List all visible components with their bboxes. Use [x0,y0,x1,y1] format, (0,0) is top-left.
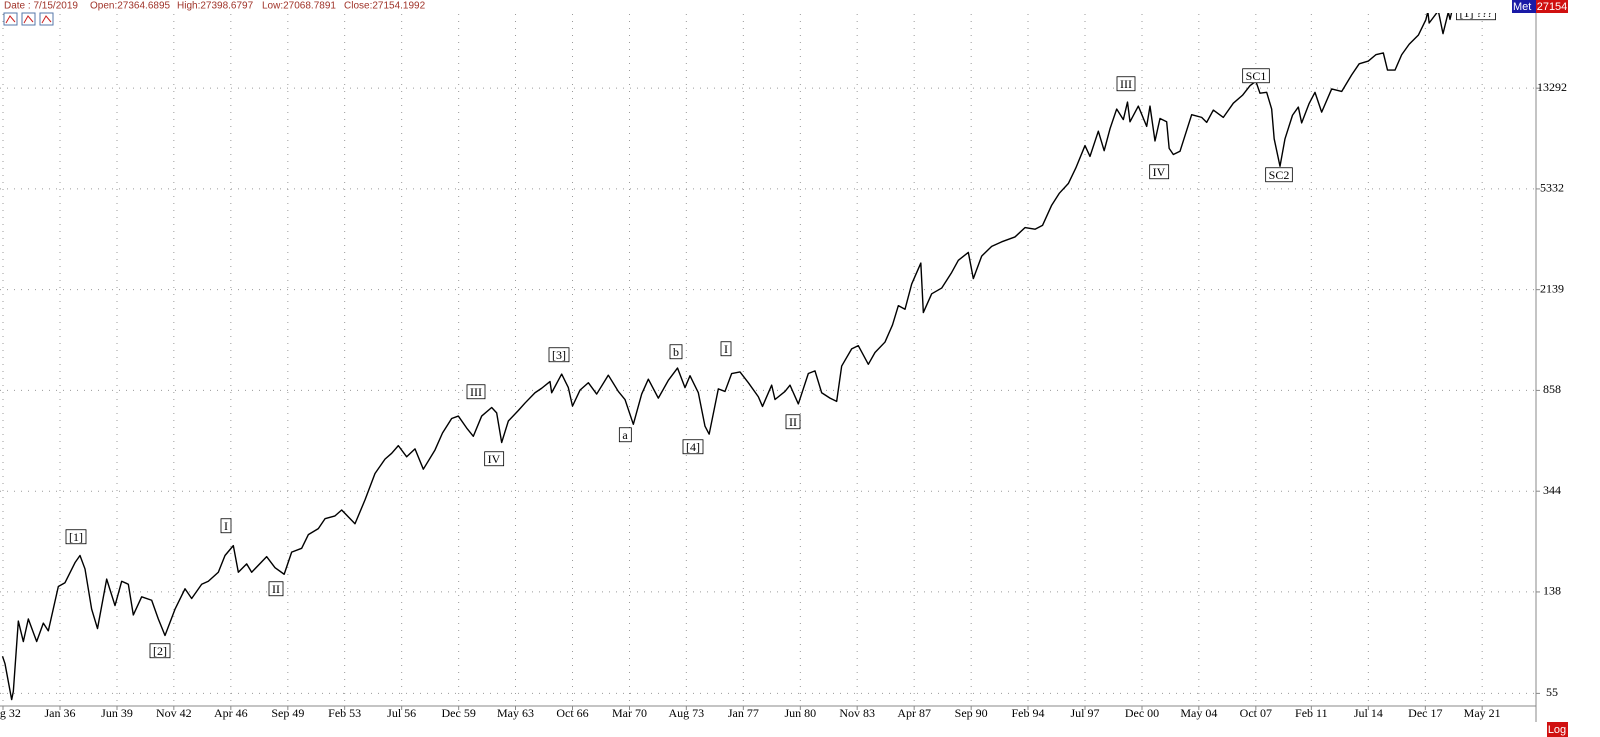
annotation: b [673,345,679,359]
x-tick-label: May 21 [1464,706,1501,720]
x-tick-label: Jul 97 [1070,706,1099,720]
annotation: III [470,385,482,399]
x-tick-label: Jul 14 [1354,706,1383,720]
annotation-box [1149,164,1170,180]
annotation: [1] [69,530,83,544]
annotation-box [548,347,570,363]
annotation: IV [1153,165,1166,179]
x-tick-label: Jul 56 [387,706,416,720]
x-tick-label: Oct 66 [556,706,588,720]
axes: 55 138 344 858 2139 5332 13292 Aug 32 Jan 36 Jun … [0,80,1567,720]
annotation: III [1120,77,1132,91]
annotation-box [466,384,486,400]
x-tick-label: Jan 36 [45,706,76,720]
header-high: High:27398.6797 [177,1,254,12]
annotation: [4] [686,440,700,454]
y-tick-label: 138 [1543,584,1561,598]
annotation-box [682,439,704,455]
x-tick-label: Feb 94 [1012,706,1045,720]
header-low: Low:27068.7891 [262,1,336,12]
price-label-box [1536,0,1568,13]
annotation: [3] [552,348,566,362]
toolbar-icons[interactable] [3,12,54,26]
x-tick-label: Dec 17 [1408,706,1442,720]
x-tick-label: May 63 [497,706,534,720]
annotation: [2] [153,644,167,658]
annotation: I [724,342,728,356]
icon-glyph [23,15,34,24]
x-tick-label: Mar 70 [612,706,647,720]
annotation-box [1242,68,1270,84]
annotation-box [1265,167,1293,183]
annotation: a [622,428,628,442]
y-tick-label: 13292 [1537,80,1567,94]
y-tick-label: 344 [1543,483,1561,497]
x-tick-label: Nov 42 [156,706,192,720]
y-tick-label: 55 [1546,685,1558,699]
x-tick-label: Jun 80 [784,706,816,720]
header-close: Close:27154.1992 [344,1,426,12]
scale-label[interactable]: Log [1548,724,1566,736]
header-bar [0,0,1512,13]
annotation: IV [488,452,501,466]
icon-glyph [5,15,16,24]
x-tick-label: Nov 83 [839,706,875,720]
annotation: SC1 [1246,69,1267,83]
price-line [1,9,1454,701]
x-tick-label: Sep 90 [955,706,988,720]
x-tick-label: Feb 53 [328,706,361,720]
x-tick-label: Dec 59 [442,706,476,720]
x-tick-label: May 04 [1180,706,1217,720]
annotation-box [669,344,683,360]
x-tick-label: Sep 49 [271,706,304,720]
x-tick-label: Apr 46 [214,706,248,720]
icon[interactable] [21,12,36,26]
header-date: Date : 7/15/2019 [4,1,78,12]
annotation-box [65,529,87,545]
price-label: 27154 [1537,1,1568,13]
annotation-box [618,427,632,443]
plot-area: [1][2]IIIIIIIV[3]ab[4]IIIIIIIVSC1SC2[1] … [1,5,1496,701]
x-tick-label: Jan 77 [728,706,759,720]
icon[interactable] [39,12,54,26]
annotation-box [484,451,505,467]
annotation-box [1116,76,1136,92]
icon[interactable] [3,12,18,26]
x-tick-label: Oct 07 [1240,706,1272,720]
annotation-box [268,581,284,597]
source-tag-box [1512,0,1536,13]
annotation: II [272,582,280,596]
annotation: II [789,415,797,429]
x-axis-strip [0,706,1536,722]
annotation-box [785,414,801,430]
x-tick-label: Aug 73 [668,706,704,720]
annotation-box [220,518,232,534]
y-tick-label: 5332 [1540,181,1564,195]
header-open: Open:27364.6895 [90,1,171,12]
x-tick-label: Jun 39 [101,706,133,720]
annotation: SC2 [1269,168,1290,182]
x-tick-label: Dec 00 [1125,706,1159,720]
annotation-box [149,643,171,659]
annotation: I [224,519,228,533]
y-tick-label: 858 [1543,382,1561,396]
scale-label-box [1547,722,1568,737]
y-tick-label: 2139 [1540,281,1564,295]
source-tag: Met [1513,1,1531,13]
icon-glyph [41,15,52,24]
x-tick-label: Apr 87 [897,706,931,720]
x-tick-label: Feb 11 [1295,706,1328,720]
annotation-box [720,341,732,357]
x-tick-label: Aug 32 [0,706,21,720]
